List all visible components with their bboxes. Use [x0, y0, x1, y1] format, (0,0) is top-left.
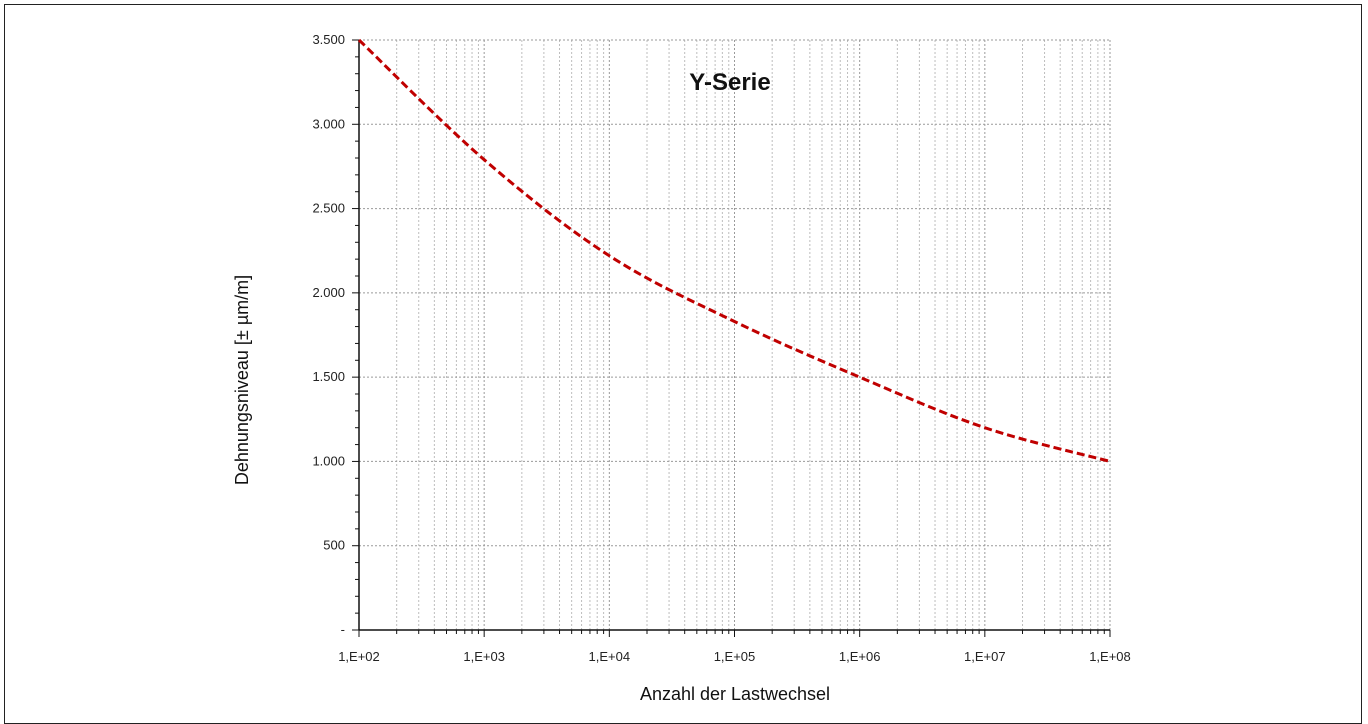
y-tick-label: - [341, 622, 345, 637]
x-tick-label: 1,E+05 [714, 649, 756, 664]
y-tick-label: 3.000 [312, 116, 345, 131]
x-tick-label: 1,E+03 [463, 649, 505, 664]
chart: - 500 1.000 1.500 2.000 2.500 3.000 3.500 1,E+02… [232, 32, 1131, 704]
grid [358, 39, 1111, 630]
x-tick-label: 1,E+06 [839, 649, 881, 664]
y-tick-label: 1.500 [312, 369, 345, 384]
x-tick-label: 1,E+08 [1089, 649, 1131, 664]
x-tick-label: 1,E+02 [338, 649, 380, 664]
x-tick-label: 1,E+07 [964, 649, 1006, 664]
axes [352, 39, 1111, 637]
tick-labels: - 500 1.000 1.500 2.000 2.500 3.000 3.500 1,E+02… [312, 32, 1130, 664]
y-tick-label: 3.500 [312, 32, 345, 47]
y-tick-label: 2.000 [312, 285, 345, 300]
x-axis-title: Anzahl der Lastwechsel [640, 684, 830, 704]
series-line [357, 38, 1111, 463]
y-tick-label: 500 [323, 538, 345, 553]
series-layer [357, 38, 1111, 463]
y-axis-title: Dehnungsniveau [± µm/m] [232, 275, 252, 485]
y-tick-label: 2.500 [312, 201, 345, 216]
chart-title: Y-Serie [689, 69, 770, 96]
y-tick-label: 1.000 [312, 453, 345, 468]
x-tick-label: 1,E+04 [589, 649, 631, 664]
